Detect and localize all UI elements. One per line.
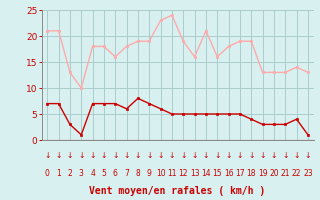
Text: 3: 3 [79,170,84,179]
Text: 10: 10 [156,170,165,179]
Text: ↓: ↓ [135,152,141,160]
Text: ↓: ↓ [237,152,243,160]
Text: 16: 16 [224,170,233,179]
Text: 6: 6 [113,170,118,179]
Text: ↓: ↓ [271,152,277,160]
Text: Vent moyen/en rafales ( km/h ): Vent moyen/en rafales ( km/h ) [90,186,266,196]
Text: 11: 11 [167,170,177,179]
Text: ↓: ↓ [67,152,73,160]
Text: ↓: ↓ [260,152,266,160]
Text: 15: 15 [212,170,222,179]
Text: ↓: ↓ [55,152,62,160]
Text: 18: 18 [246,170,256,179]
Text: 19: 19 [258,170,268,179]
Text: 17: 17 [235,170,245,179]
Text: ↓: ↓ [146,152,152,160]
Text: ↓: ↓ [225,152,232,160]
Text: ↓: ↓ [89,152,96,160]
Text: 2: 2 [68,170,72,179]
Text: 22: 22 [292,170,301,179]
Text: 0: 0 [45,170,50,179]
Text: ↓: ↓ [305,152,311,160]
Text: 14: 14 [201,170,211,179]
Text: ↓: ↓ [214,152,220,160]
Text: ↓: ↓ [124,152,130,160]
Text: ↓: ↓ [180,152,187,160]
Text: ↓: ↓ [293,152,300,160]
Text: ↓: ↓ [203,152,209,160]
Text: 23: 23 [303,170,313,179]
Text: 4: 4 [90,170,95,179]
Text: ↓: ↓ [78,152,84,160]
Text: ↓: ↓ [248,152,254,160]
Text: 9: 9 [147,170,152,179]
Text: ↓: ↓ [169,152,175,160]
Text: 5: 5 [101,170,106,179]
Text: 21: 21 [281,170,290,179]
Text: ↓: ↓ [112,152,118,160]
Text: 12: 12 [179,170,188,179]
Text: 1: 1 [56,170,61,179]
Text: 7: 7 [124,170,129,179]
Text: 8: 8 [136,170,140,179]
Text: ↓: ↓ [101,152,107,160]
Text: ↓: ↓ [191,152,198,160]
Text: ↓: ↓ [157,152,164,160]
Text: ↓: ↓ [282,152,288,160]
Text: 13: 13 [190,170,199,179]
Text: 20: 20 [269,170,279,179]
Text: ↓: ↓ [44,152,51,160]
